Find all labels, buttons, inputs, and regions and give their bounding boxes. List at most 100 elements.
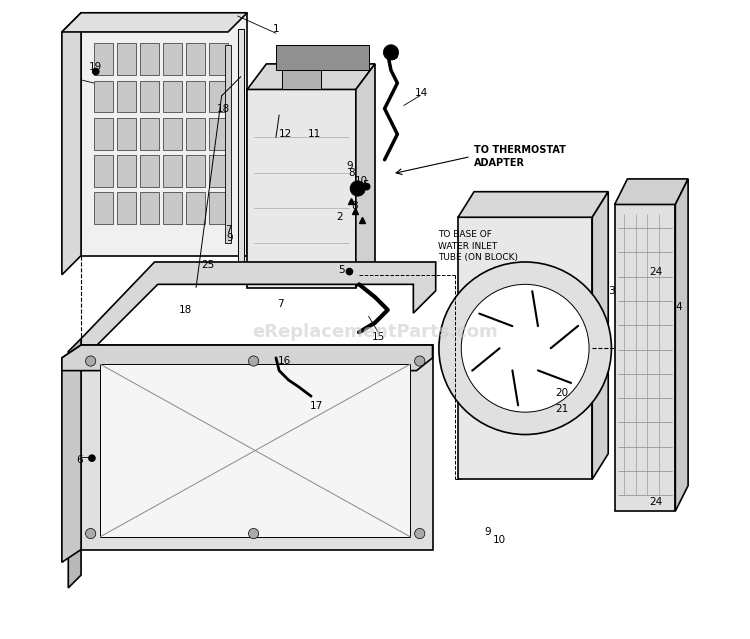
Text: 24: 24: [650, 266, 663, 277]
Bar: [117, 192, 136, 224]
Polygon shape: [225, 45, 231, 243]
Polygon shape: [100, 364, 410, 537]
Bar: [186, 118, 205, 150]
Bar: [117, 81, 136, 112]
Bar: [94, 192, 113, 224]
Bar: [140, 43, 159, 75]
Text: 7: 7: [225, 225, 231, 235]
Polygon shape: [356, 64, 375, 288]
Text: 1: 1: [273, 24, 279, 34]
Bar: [186, 43, 205, 75]
Circle shape: [346, 268, 353, 275]
Bar: [209, 43, 228, 75]
Bar: [186, 81, 205, 112]
Bar: [163, 192, 182, 224]
Circle shape: [383, 45, 399, 60]
Circle shape: [248, 356, 259, 366]
Circle shape: [86, 528, 96, 539]
Text: 7: 7: [277, 298, 284, 309]
Polygon shape: [615, 179, 688, 204]
Bar: [94, 81, 113, 112]
Text: 18: 18: [179, 305, 193, 315]
Text: 6: 6: [76, 455, 82, 465]
Text: 3: 3: [608, 286, 615, 296]
Bar: [117, 43, 136, 75]
Polygon shape: [311, 268, 346, 284]
Text: 10: 10: [493, 535, 506, 545]
Text: eReplacementParts.com: eReplacementParts.com: [252, 323, 498, 341]
Circle shape: [461, 284, 589, 412]
Text: 19: 19: [88, 62, 102, 72]
Polygon shape: [248, 64, 375, 89]
Polygon shape: [81, 345, 433, 550]
Circle shape: [389, 52, 397, 60]
Text: 20: 20: [555, 388, 568, 398]
Polygon shape: [675, 179, 688, 511]
Circle shape: [92, 68, 100, 75]
Polygon shape: [458, 192, 608, 217]
Polygon shape: [282, 58, 321, 89]
Text: 16: 16: [278, 356, 291, 366]
Polygon shape: [256, 268, 286, 284]
Text: 25: 25: [201, 260, 214, 270]
Bar: [209, 118, 228, 150]
Text: 24: 24: [650, 497, 663, 507]
Bar: [140, 155, 159, 187]
Polygon shape: [81, 262, 436, 361]
Text: 14: 14: [415, 88, 428, 98]
Bar: [94, 155, 113, 187]
Circle shape: [86, 356, 96, 366]
Polygon shape: [81, 13, 248, 256]
Circle shape: [415, 356, 424, 366]
Text: TO THERMOSTAT
ADAPTER: TO THERMOSTAT ADAPTER: [474, 145, 566, 168]
Polygon shape: [62, 345, 433, 371]
Bar: [163, 155, 182, 187]
Text: 10: 10: [355, 176, 368, 187]
Bar: [209, 155, 228, 187]
Text: 21: 21: [555, 404, 568, 414]
Bar: [163, 118, 182, 150]
Circle shape: [334, 266, 350, 281]
Bar: [117, 155, 136, 187]
Polygon shape: [592, 192, 608, 479]
Polygon shape: [615, 204, 675, 511]
Bar: [163, 81, 182, 112]
Text: 8: 8: [351, 201, 358, 211]
Polygon shape: [276, 45, 368, 70]
Text: 5: 5: [391, 51, 398, 61]
Bar: [94, 118, 113, 150]
Circle shape: [88, 454, 96, 462]
Bar: [94, 43, 113, 75]
Polygon shape: [62, 345, 81, 562]
Circle shape: [363, 183, 370, 190]
Bar: [209, 81, 228, 112]
Bar: [186, 155, 205, 187]
Text: 9: 9: [484, 527, 491, 537]
Bar: [140, 192, 159, 224]
Polygon shape: [458, 217, 592, 479]
Bar: [163, 43, 182, 75]
Text: 4: 4: [675, 302, 682, 312]
Text: 2: 2: [337, 212, 344, 222]
Circle shape: [248, 528, 259, 539]
Text: 17: 17: [310, 401, 322, 411]
Polygon shape: [248, 89, 356, 288]
Text: 5: 5: [338, 265, 344, 275]
Text: 11: 11: [308, 129, 321, 139]
Text: 9: 9: [346, 161, 352, 171]
Text: 9: 9: [226, 233, 232, 243]
Polygon shape: [238, 29, 244, 268]
Circle shape: [415, 528, 424, 539]
Text: 12: 12: [279, 129, 292, 139]
Text: TO BASE OF
WATER INLET
TUBE (ON BLOCK): TO BASE OF WATER INLET TUBE (ON BLOCK): [437, 231, 518, 261]
Bar: [140, 118, 159, 150]
Text: 18: 18: [217, 104, 230, 114]
Text: 8: 8: [348, 167, 355, 178]
Bar: [140, 81, 159, 112]
Circle shape: [439, 262, 611, 435]
Polygon shape: [68, 339, 81, 588]
Polygon shape: [62, 13, 248, 32]
Bar: [117, 118, 136, 150]
Circle shape: [350, 181, 365, 196]
Bar: [186, 192, 205, 224]
